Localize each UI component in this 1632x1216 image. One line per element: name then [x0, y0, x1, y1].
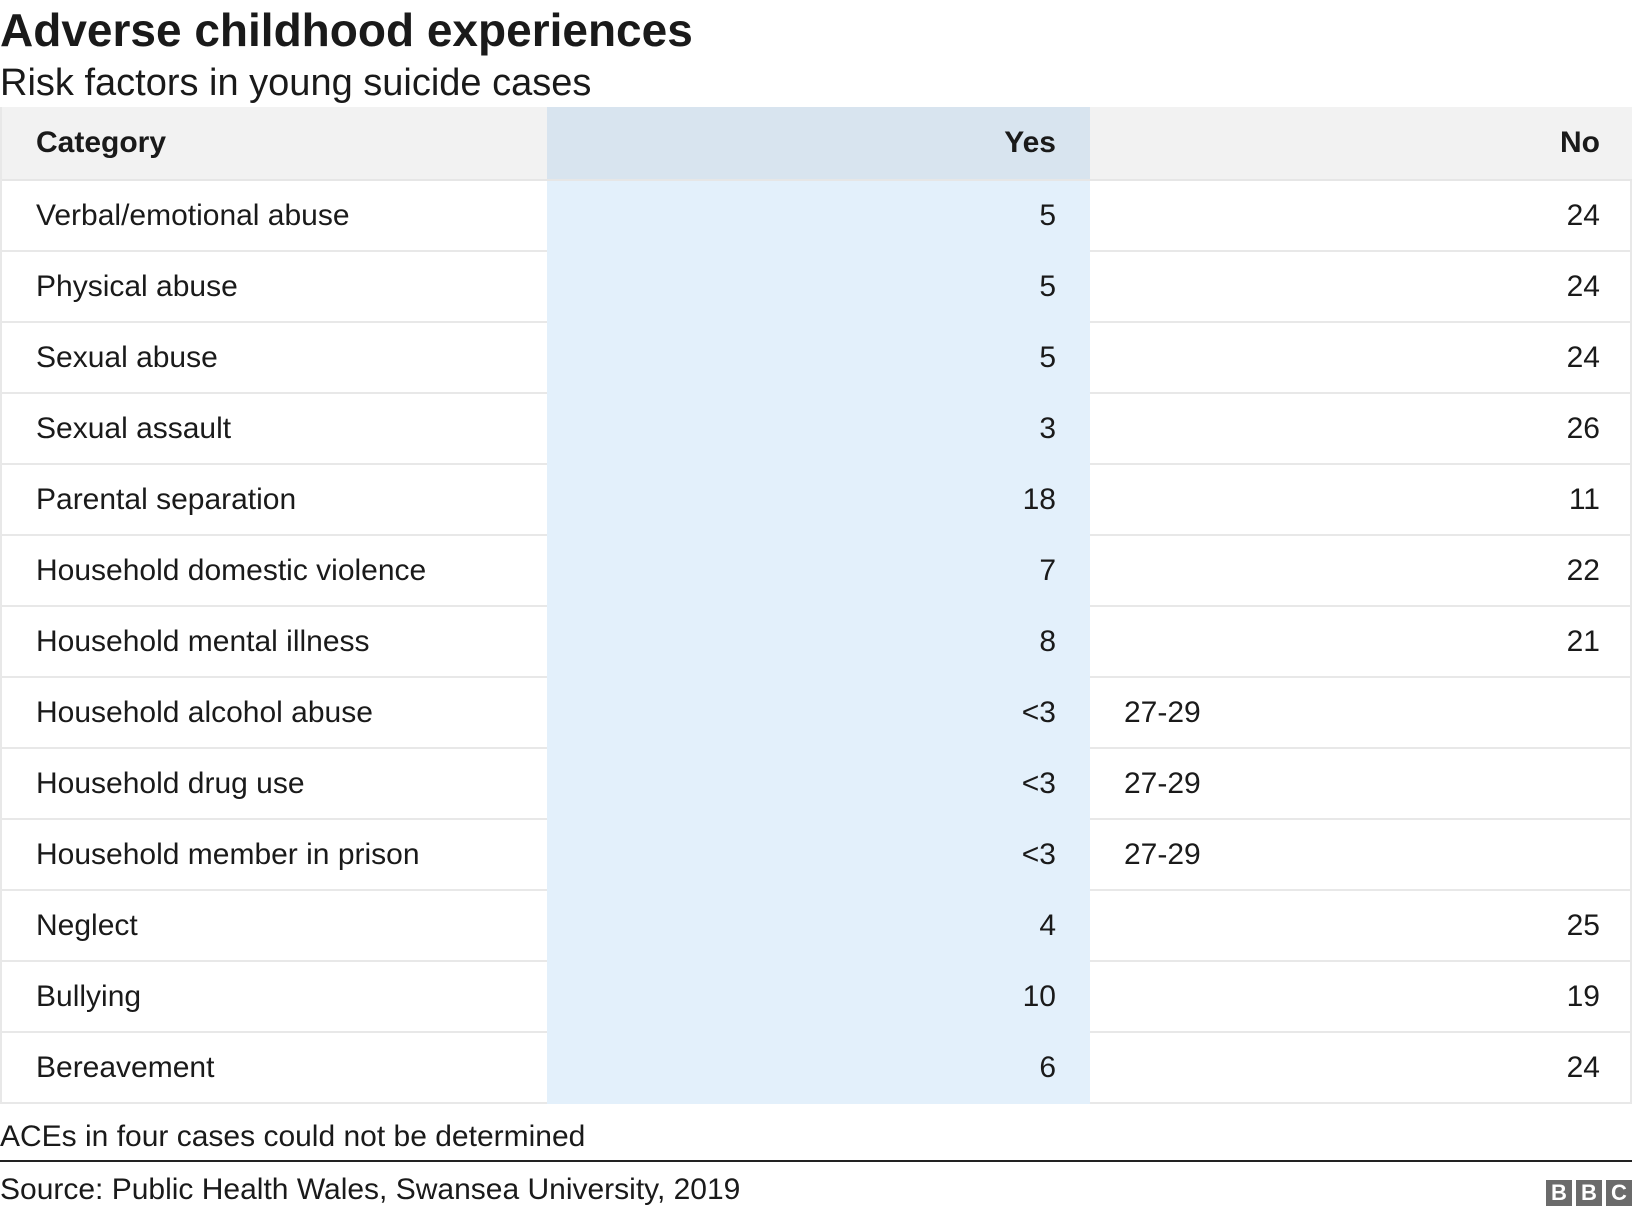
cell-category: Bereavement	[2, 1032, 547, 1104]
bbc-logo-letter: B	[1576, 1180, 1602, 1206]
cell-no: 26	[1090, 393, 1632, 465]
cell-category: Verbal/emotional abuse	[2, 180, 547, 252]
cell-category: Parental separation	[2, 464, 547, 536]
cell-no: 11	[1090, 464, 1632, 536]
cell-yes: 10	[547, 961, 1090, 1033]
cell-no: 24	[1090, 322, 1632, 394]
table-row: Bereavement 6 24	[2, 1032, 1632, 1104]
cell-yes: 8	[547, 606, 1090, 678]
bbc-logo: B B C	[1546, 1180, 1632, 1206]
source-text: Source: Public Health Wales, Swansea Uni…	[0, 1173, 741, 1206]
bbc-logo-letter: C	[1606, 1180, 1632, 1206]
table-row: Neglect 4 25	[2, 890, 1632, 962]
footer-divider	[0, 1160, 1632, 1162]
cell-no: 21	[1090, 606, 1632, 678]
column-header-category: Category	[2, 107, 547, 181]
table-body: Verbal/emotional abuse 5 24 Physical abuse 5…	[2, 180, 1632, 1104]
table-row: Sexual abuse 5 24	[2, 322, 1632, 394]
cell-category: Household domestic violence	[2, 535, 547, 607]
table-row: Household domestic violence 7 22	[2, 535, 1632, 607]
cell-no: 24	[1090, 180, 1632, 252]
cell-yes: 3	[547, 393, 1090, 465]
cell-yes: 4	[547, 890, 1090, 962]
data-table: Category Yes No Verbal/emotional abuse 5 2…	[2, 107, 1632, 1104]
footnote: ACEs in four cases could not be determin…	[0, 1120, 586, 1153]
cell-no: 24	[1090, 251, 1632, 323]
cell-yes: <3	[547, 819, 1090, 891]
cell-category: Sexual assault	[2, 393, 547, 465]
table-row: Parental separation 18 11	[2, 464, 1632, 536]
table-row: Household alcohol abuse <3 27-29	[2, 677, 1632, 749]
cell-category: Household drug use	[2, 748, 547, 820]
cell-yes: 6	[547, 1032, 1090, 1104]
cell-yes: 18	[547, 464, 1090, 536]
table-row: Verbal/emotional abuse 5 24	[2, 180, 1632, 252]
cell-category: Bullying	[2, 961, 547, 1033]
cell-no: 27-29	[1090, 748, 1632, 820]
cell-category: Sexual abuse	[2, 322, 547, 394]
cell-no: 22	[1090, 535, 1632, 607]
column-header-no: No	[1090, 107, 1632, 181]
table-row: Household member in prison <3 27-29	[2, 819, 1632, 891]
bbc-logo-letter: B	[1546, 1180, 1572, 1206]
cell-yes: <3	[547, 677, 1090, 749]
cell-no: 27-29	[1090, 677, 1632, 749]
cell-no: 25	[1090, 890, 1632, 962]
cell-yes: 5	[547, 251, 1090, 323]
data-table-container: Category Yes No Verbal/emotional abuse 5 2…	[0, 107, 1632, 1104]
table-row: Household mental illness 8 21	[2, 606, 1632, 678]
cell-yes: 7	[547, 535, 1090, 607]
cell-no: 19	[1090, 961, 1632, 1033]
cell-category: Household member in prison	[2, 819, 547, 891]
table-row: Sexual assault 3 26	[2, 393, 1632, 465]
table-row: Bullying 10 19	[2, 961, 1632, 1033]
column-header-yes: Yes	[547, 107, 1090, 181]
cell-no: 24	[1090, 1032, 1632, 1104]
cell-yes: <3	[547, 748, 1090, 820]
cell-category: Household mental illness	[2, 606, 547, 678]
table-header-row: Category Yes No	[2, 107, 1632, 181]
cell-yes: 5	[547, 180, 1090, 252]
chart-title: Adverse childhood experiences	[0, 4, 693, 56]
chart-subtitle: Risk factors in young suicide cases	[0, 62, 592, 104]
table-row: Household drug use <3 27-29	[2, 748, 1632, 820]
cell-category: Neglect	[2, 890, 547, 962]
cell-yes: 5	[547, 322, 1090, 394]
cell-category: Physical abuse	[2, 251, 547, 323]
table-row: Physical abuse 5 24	[2, 251, 1632, 323]
cell-no: 27-29	[1090, 819, 1632, 891]
cell-category: Household alcohol abuse	[2, 677, 547, 749]
